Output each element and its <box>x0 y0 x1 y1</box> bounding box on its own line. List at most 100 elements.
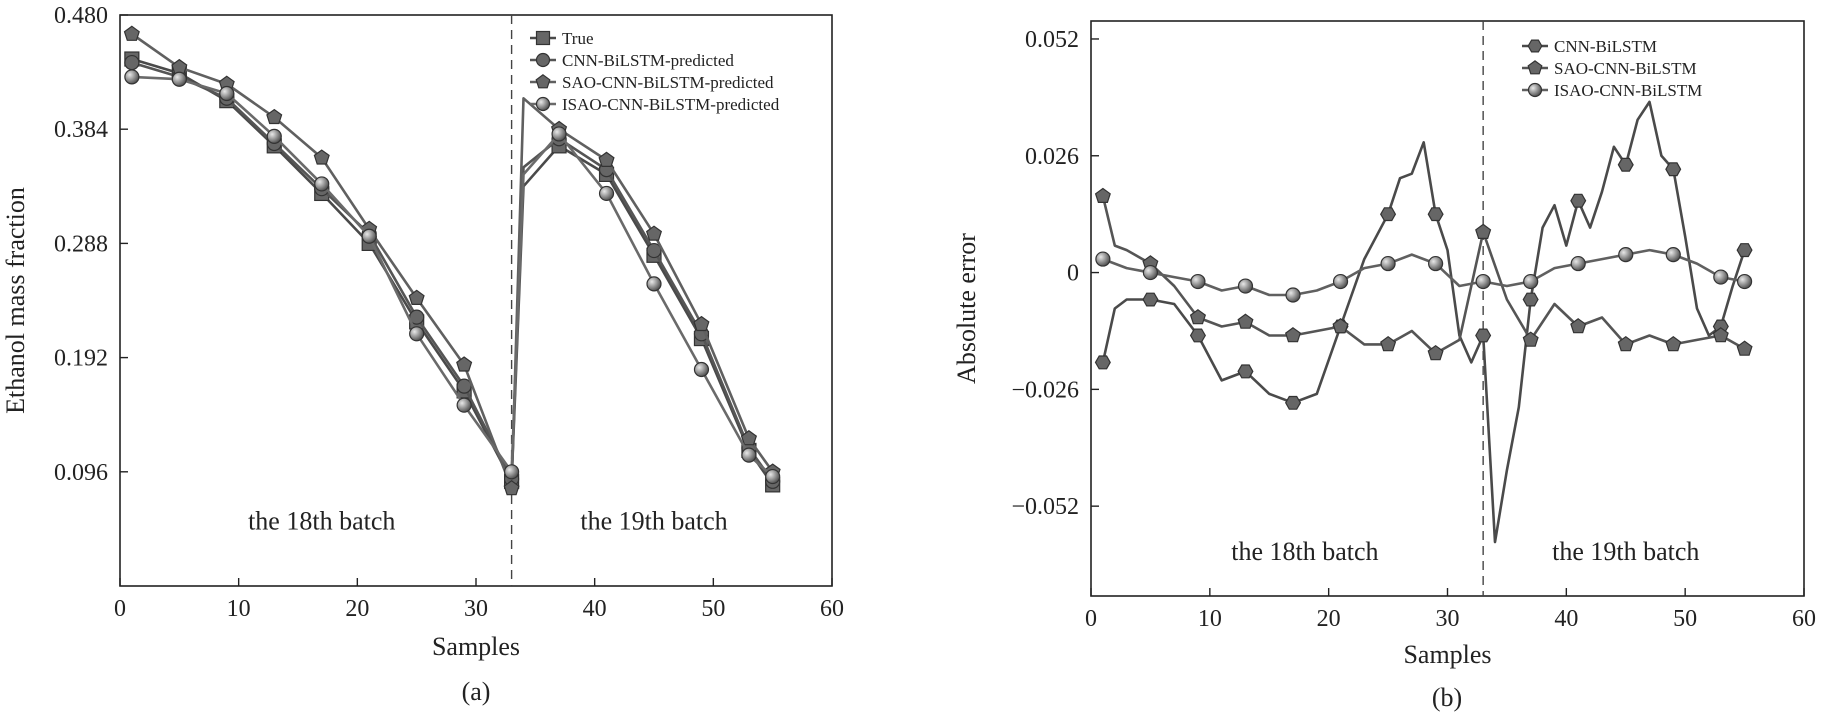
data-point <box>1285 395 1302 410</box>
series-1 <box>124 51 781 493</box>
y-axis-label: Ethanol mass fraction <box>1 187 30 414</box>
legend-entry: CNN-BiLSTM-predicted <box>562 51 734 70</box>
data-point <box>598 151 615 167</box>
data-point <box>456 397 472 413</box>
legend-entry: CNN-BiLSTM <box>1554 37 1657 56</box>
data-point <box>314 176 330 192</box>
y-tick-label: −0.026 <box>1011 377 1079 403</box>
batch-annotation: the 18th batch <box>248 507 395 536</box>
legend: True CNN-BiLSTM-predicted SAO-CNN-BiLSTM-p… <box>530 29 780 114</box>
data-point <box>1094 187 1111 203</box>
x-tick-label: 10 <box>227 596 251 622</box>
y-tick-label: 0.052 <box>1025 27 1079 53</box>
data-point <box>1428 255 1444 272</box>
data-point <box>123 25 140 41</box>
data-point <box>219 85 235 102</box>
data-point <box>1665 246 1681 263</box>
data-point <box>1475 328 1492 343</box>
legend-marker <box>1527 39 1543 53</box>
data-point <box>124 54 140 71</box>
batch-annotation: the 18th batch <box>1231 537 1378 566</box>
legend-marker <box>535 96 551 112</box>
x-tick-label: 40 <box>1554 606 1578 632</box>
data-point <box>741 447 757 463</box>
legend-marker <box>1527 82 1543 98</box>
data-point <box>1095 251 1111 267</box>
series-line <box>1102 248 1745 297</box>
data-point <box>1570 318 1587 334</box>
data-point <box>1522 292 1539 307</box>
batch-annotation: the 19th batch <box>1552 537 1699 566</box>
series-3 <box>1095 246 1753 303</box>
data-point <box>409 326 425 342</box>
series-4 <box>124 69 781 485</box>
data-point <box>1570 193 1587 208</box>
x-tick-label: 20 <box>1317 606 1341 632</box>
series-line <box>131 57 774 486</box>
legend-entry: SAO-CNN-BiLSTM-predicted <box>562 73 774 92</box>
data-point <box>1665 335 1682 352</box>
x-axis-label: Samples <box>1403 640 1491 669</box>
data-point <box>171 71 187 87</box>
legend-entry: SAO-CNN-BiLSTM <box>1554 59 1697 78</box>
data-point <box>1736 273 1753 290</box>
x-tick-label: 20 <box>345 596 369 622</box>
x-tick-label: 30 <box>1436 606 1460 632</box>
data-point <box>504 464 520 480</box>
y-tick-label: 0.288 <box>54 231 108 257</box>
data-point <box>1380 255 1396 272</box>
data-point <box>503 480 520 496</box>
data-point <box>1332 273 1349 290</box>
legend-marker <box>535 30 551 46</box>
panel-label: (a) <box>462 677 491 706</box>
series-2 <box>1094 187 1753 361</box>
legend-entry: ISAO-CNN-BiLSTM-predicted <box>562 95 780 114</box>
data-point <box>1285 287 1301 303</box>
panel-label: (b) <box>1432 683 1462 712</box>
y-tick-label: 0.384 <box>54 117 108 143</box>
x-axis-label: Samples <box>432 632 520 661</box>
legend-marker <box>535 52 551 68</box>
legend-entry: ISAO-CNN-BiLSTM <box>1554 81 1702 100</box>
x-tick-label: 60 <box>820 596 844 622</box>
legend-marker <box>1527 60 1543 75</box>
data-point <box>1712 327 1729 343</box>
data-point <box>1237 278 1254 294</box>
data-point <box>693 361 710 378</box>
series-line <box>131 32 774 490</box>
legend-entry: True <box>562 29 594 48</box>
data-point <box>266 128 282 144</box>
data-point <box>693 315 710 332</box>
batch-annotation: the 19th batch <box>580 507 727 536</box>
data-point <box>740 430 758 446</box>
data-point <box>551 126 567 142</box>
x-tick-label: 0 <box>114 596 126 622</box>
y-tick-label: 0.026 <box>1025 144 1079 170</box>
data-point <box>1523 273 1539 290</box>
x-tick-label: 60 <box>1792 606 1816 632</box>
data-point <box>1380 335 1397 352</box>
data-point <box>1617 335 1634 352</box>
data-point <box>1332 318 1349 334</box>
data-point <box>1522 331 1539 347</box>
data-point <box>1427 207 1444 222</box>
data-point <box>1094 355 1111 370</box>
series-1 <box>1094 100 1753 544</box>
data-point <box>1736 243 1753 258</box>
x-tick-label: 40 <box>583 596 607 622</box>
panel-a-chart: 0 10 20 30 40 50 60 0.096 0.192 0.288 0.384 0.480 Sa… <box>1 3 844 706</box>
data-point <box>266 108 283 125</box>
y-tick-label: 0 <box>1067 261 1079 287</box>
series-line <box>131 61 774 483</box>
data-point <box>1142 264 1159 281</box>
data-point <box>1736 340 1753 356</box>
data-point <box>313 149 330 165</box>
data-point <box>1618 246 1634 263</box>
x-tick-label: 50 <box>701 596 725 622</box>
data-point <box>1380 207 1397 222</box>
data-point <box>1189 328 1206 343</box>
series-line <box>131 75 774 478</box>
x-tick-label: 0 <box>1085 606 1097 632</box>
legend: CNN-BiLSTM SAO-CNN-BiLSTM ISAO-CNN-BiLSTM <box>1522 37 1702 100</box>
data-point <box>1237 364 1254 379</box>
